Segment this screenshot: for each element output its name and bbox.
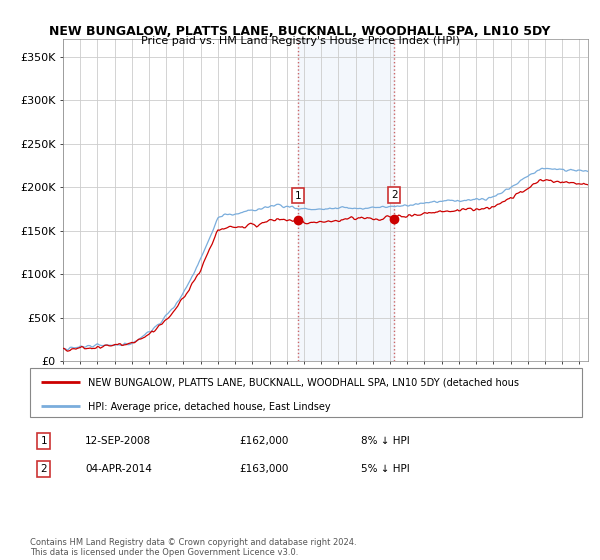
Text: 12-SEP-2008: 12-SEP-2008 — [85, 436, 151, 446]
Text: Contains HM Land Registry data © Crown copyright and database right 2024.
This d: Contains HM Land Registry data © Crown c… — [30, 538, 356, 557]
Text: Price paid vs. HM Land Registry's House Price Index (HPI): Price paid vs. HM Land Registry's House … — [140, 36, 460, 46]
Text: HPI: Average price, detached house, East Lindsey: HPI: Average price, detached house, East… — [88, 402, 331, 412]
FancyBboxPatch shape — [30, 368, 582, 417]
Text: 04-APR-2014: 04-APR-2014 — [85, 464, 152, 474]
Text: 2: 2 — [40, 464, 47, 474]
Text: 1: 1 — [40, 436, 47, 446]
Text: £163,000: £163,000 — [240, 464, 289, 474]
Text: NEW BUNGALOW, PLATTS LANE, BUCKNALL, WOODHALL SPA, LN10 5DY: NEW BUNGALOW, PLATTS LANE, BUCKNALL, WOO… — [49, 25, 551, 38]
Text: £162,000: £162,000 — [240, 436, 289, 446]
Text: 8% ↓ HPI: 8% ↓ HPI — [361, 436, 410, 446]
Text: 1: 1 — [295, 191, 302, 201]
Bar — [298, 39, 394, 361]
Text: 2: 2 — [391, 190, 398, 200]
Text: 5% ↓ HPI: 5% ↓ HPI — [361, 464, 410, 474]
Text: NEW BUNGALOW, PLATTS LANE, BUCKNALL, WOODHALL SPA, LN10 5DY (detached hous: NEW BUNGALOW, PLATTS LANE, BUCKNALL, WOO… — [88, 377, 519, 388]
